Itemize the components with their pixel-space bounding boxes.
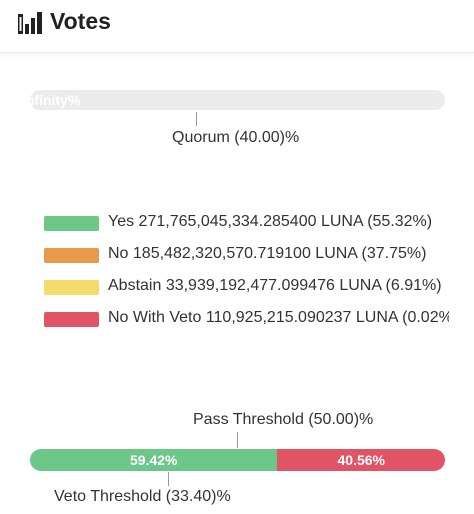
- legend-text-no: No 185,482,320,570.719100 LUNA (37.75%): [108, 245, 427, 262]
- vote-result-bar: 59.42% 40.56%: [30, 449, 445, 471]
- page-title: Votes: [50, 8, 111, 34]
- quorum-label: Quorum (40.00)%: [172, 129, 300, 146]
- legend-swatch-yes: [44, 216, 99, 231]
- veto-threshold-label: Veto Threshold (33.40)%: [54, 488, 231, 505]
- quorum-value: Infinity%: [30, 92, 81, 108]
- pass-threshold-label: Pass Threshold (50.00)%: [193, 411, 374, 428]
- legend-swatch-abstain: [44, 280, 99, 295]
- quorum-bar: Infinity%: [30, 90, 445, 110]
- pass-threshold-tick: [237, 432, 238, 448]
- legend-item-abstain: Abstain 33,939,192,477.099476 LUNA (6.91…: [44, 276, 449, 300]
- yes-segment: 59.42%: [30, 449, 277, 471]
- legend-item-yes: Yes 271,765,045,334.285400 LUNA (55.32%): [44, 212, 449, 236]
- legend-item-no-with-veto: No With Veto 110,925,215.090237 LUNA (0.…: [44, 308, 449, 332]
- legend-swatch-no-with-veto: [44, 312, 99, 327]
- vote-legend: Yes 271,765,045,334.285400 LUNA (55.32%)…: [44, 212, 449, 337]
- legend-swatch-no: [44, 248, 99, 263]
- no-segment: 40.56%: [277, 449, 445, 471]
- yes-percent-label: 59.42%: [130, 452, 178, 468]
- legend-item-no: No 185,482,320,570.719100 LUNA (37.75%): [44, 244, 449, 268]
- vote-icon: [18, 12, 42, 34]
- veto-threshold-tick: [168, 472, 169, 486]
- no-percent-label: 40.56%: [337, 452, 385, 468]
- legend-text-yes: Yes 271,765,045,334.285400 LUNA (55.32%): [108, 213, 433, 230]
- legend-text-no-with-veto: No With Veto 110,925,215.090237 LUNA (0.…: [108, 309, 449, 326]
- legend-text-abstain: Abstain 33,939,192,477.099476 LUNA (6.91…: [108, 277, 442, 294]
- quorum-tick: [196, 112, 197, 126]
- votes-header: Votes: [0, 0, 474, 53]
